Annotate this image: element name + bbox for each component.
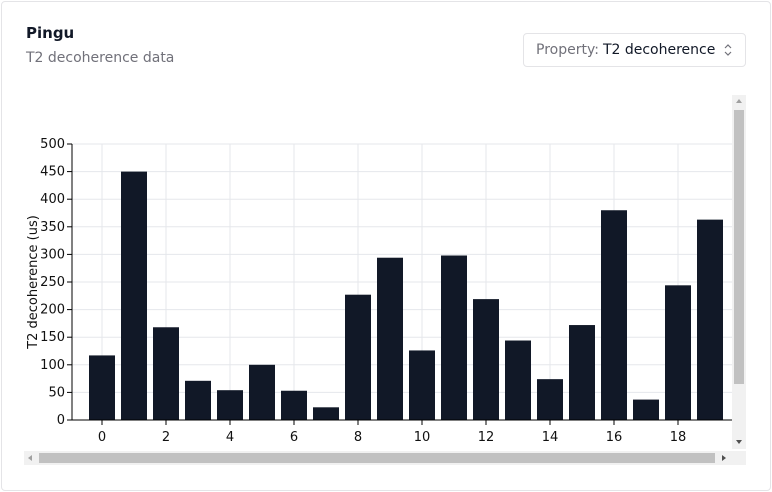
x-tick-label: 0 bbox=[98, 430, 106, 445]
y-axis-label: T2 decoherence (us) bbox=[26, 215, 41, 350]
bar bbox=[281, 390, 307, 420]
x-tick-label: 8 bbox=[354, 430, 362, 445]
y-tick-label: 50 bbox=[48, 385, 65, 400]
y-tick-label: 200 bbox=[40, 303, 65, 318]
bar bbox=[665, 285, 691, 420]
x-tick-label: 2 bbox=[162, 430, 170, 445]
x-tick-label: 16 bbox=[606, 430, 623, 445]
bar bbox=[441, 255, 467, 420]
bar bbox=[345, 294, 371, 420]
chart-subtitle: T2 decoherence data bbox=[26, 50, 175, 66]
y-tick-label: 500 bbox=[40, 137, 65, 152]
y-tick-label: 150 bbox=[40, 330, 65, 345]
x-tick-label: 4 bbox=[226, 430, 234, 445]
scrollbar-corner bbox=[732, 451, 746, 465]
vertical-scroll-thumb[interactable] bbox=[734, 110, 744, 384]
scroll-up-arrow-icon[interactable] bbox=[736, 99, 742, 103]
bar bbox=[217, 390, 243, 420]
bar bbox=[537, 379, 563, 420]
y-tick-label: 0 bbox=[57, 413, 65, 428]
y-tick-label: 400 bbox=[40, 192, 65, 207]
bar bbox=[185, 380, 211, 420]
bar bbox=[697, 219, 723, 420]
y-tick-label: 350 bbox=[40, 220, 65, 235]
bar bbox=[121, 171, 147, 420]
x-tick-label: 6 bbox=[290, 430, 298, 445]
bar bbox=[89, 355, 115, 420]
property-select-value: T2 decoherence bbox=[602, 42, 716, 58]
bar bbox=[505, 340, 531, 420]
x-tick-label: 18 bbox=[670, 430, 687, 445]
y-tick-label: 100 bbox=[40, 358, 65, 373]
vertical-scrollbar[interactable] bbox=[732, 95, 746, 449]
scroll-down-arrow-icon[interactable] bbox=[736, 440, 742, 444]
y-tick-label: 250 bbox=[40, 275, 65, 290]
property-select[interactable]: Property: T2 decoherence bbox=[523, 33, 746, 67]
horizontal-scrollbar[interactable] bbox=[24, 451, 732, 465]
y-tick-label: 450 bbox=[40, 165, 65, 180]
x-tick-label: 10 bbox=[414, 430, 431, 445]
property-select-label: Property: bbox=[536, 42, 599, 58]
bar bbox=[601, 210, 627, 420]
y-tick-label: 300 bbox=[40, 247, 65, 262]
scroll-left-arrow-icon[interactable] bbox=[28, 455, 32, 461]
bar bbox=[313, 407, 339, 420]
bar bbox=[633, 399, 659, 420]
chart-title: Pingu bbox=[26, 24, 75, 42]
x-tick-label: 12 bbox=[478, 430, 495, 445]
bar-chart: 0 50 100 150 200 250 300 350 400 450 500 0 2 4 6 8 10 12 1… bbox=[26, 137, 732, 445]
bar bbox=[569, 325, 595, 420]
bar bbox=[473, 299, 499, 420]
horizontal-scroll-thumb[interactable] bbox=[39, 453, 715, 463]
x-tick-label: 14 bbox=[542, 430, 559, 445]
bar bbox=[153, 327, 179, 420]
chevron-up-down-icon bbox=[724, 44, 732, 56]
bar bbox=[377, 257, 403, 420]
bar bbox=[409, 350, 435, 420]
bar bbox=[249, 364, 275, 420]
scroll-right-arrow-icon[interactable] bbox=[722, 455, 726, 461]
